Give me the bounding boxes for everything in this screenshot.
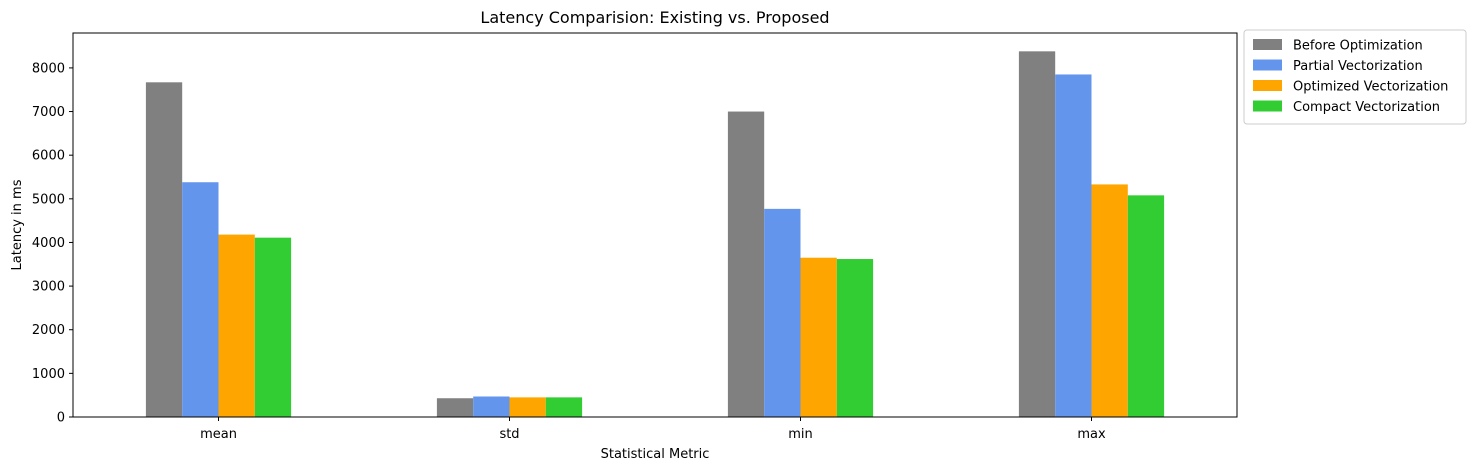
bar-std-before-optimization: [436, 398, 474, 417]
y-tick-label: 6000: [32, 149, 65, 164]
bar-min-partial-vectorization: [764, 208, 801, 417]
y-tick-label: 5000: [32, 192, 65, 207]
y-tick-label: 1000: [32, 367, 65, 382]
bar-mean-optimized-vectorization: [218, 234, 255, 417]
legend-swatch: [1253, 80, 1282, 91]
x-tick-label: max: [1077, 427, 1106, 442]
y-tick-label: 8000: [32, 61, 65, 76]
y-tick-label: 7000: [32, 105, 65, 120]
legend-swatch: [1253, 59, 1282, 71]
bar-mean-partial-vectorization: [182, 182, 219, 417]
bar-max-partial-vectorization: [1055, 74, 1092, 418]
legend-label: Before Optimization: [1293, 39, 1423, 54]
bar-mean-before-optimization: [145, 82, 183, 418]
x-tick-label: min: [788, 427, 813, 442]
bar-mean-compact-vectorization: [254, 237, 292, 417]
y-tick-label: 2000: [32, 323, 65, 338]
bars-group: [145, 51, 1165, 418]
bar-std-partial-vectorization: [473, 396, 510, 417]
x-axis-title: Statistical Metric: [601, 447, 710, 462]
bar-max-compact-vectorization: [1127, 195, 1165, 417]
legend-swatch: [1253, 100, 1282, 112]
x-axis: mean std min max: [200, 417, 1106, 442]
legend-label: Optimized Vectorization: [1293, 80, 1448, 95]
bar-min-compact-vectorization: [836, 259, 874, 417]
bar-max-optimized-vectorization: [1091, 184, 1128, 417]
y-axis-title: Latency in ms: [10, 179, 25, 270]
x-tick-label: mean: [200, 427, 237, 442]
y-tick-label: 0: [57, 411, 65, 426]
bar-std-optimized-vectorization: [509, 397, 546, 417]
bar-min-before-optimization: [727, 111, 765, 417]
y-axis: 0 1000 2000 3000 4000 5000 6000 7000 8000: [32, 61, 73, 426]
bar-min-optimized-vectorization: [800, 257, 837, 417]
legend-label: Compact Vectorization: [1293, 100, 1440, 115]
bar-max-before-optimization: [1018, 51, 1056, 418]
y-tick-label: 4000: [32, 236, 65, 251]
legend-label: Partial Vectorization: [1293, 59, 1423, 74]
x-tick-label: std: [499, 427, 519, 442]
chart-title: Latency Comparision: Existing vs. Propos…: [480, 8, 829, 27]
y-tick-label: 3000: [32, 280, 65, 295]
legend: Before Optimization Partial Vectorization…: [1243, 29, 1467, 125]
legend-swatch: [1253, 39, 1282, 50]
plot-frame: [72, 32, 1238, 418]
legend-frame: [1243, 29, 1467, 125]
bar-std-compact-vectorization: [545, 397, 583, 417]
